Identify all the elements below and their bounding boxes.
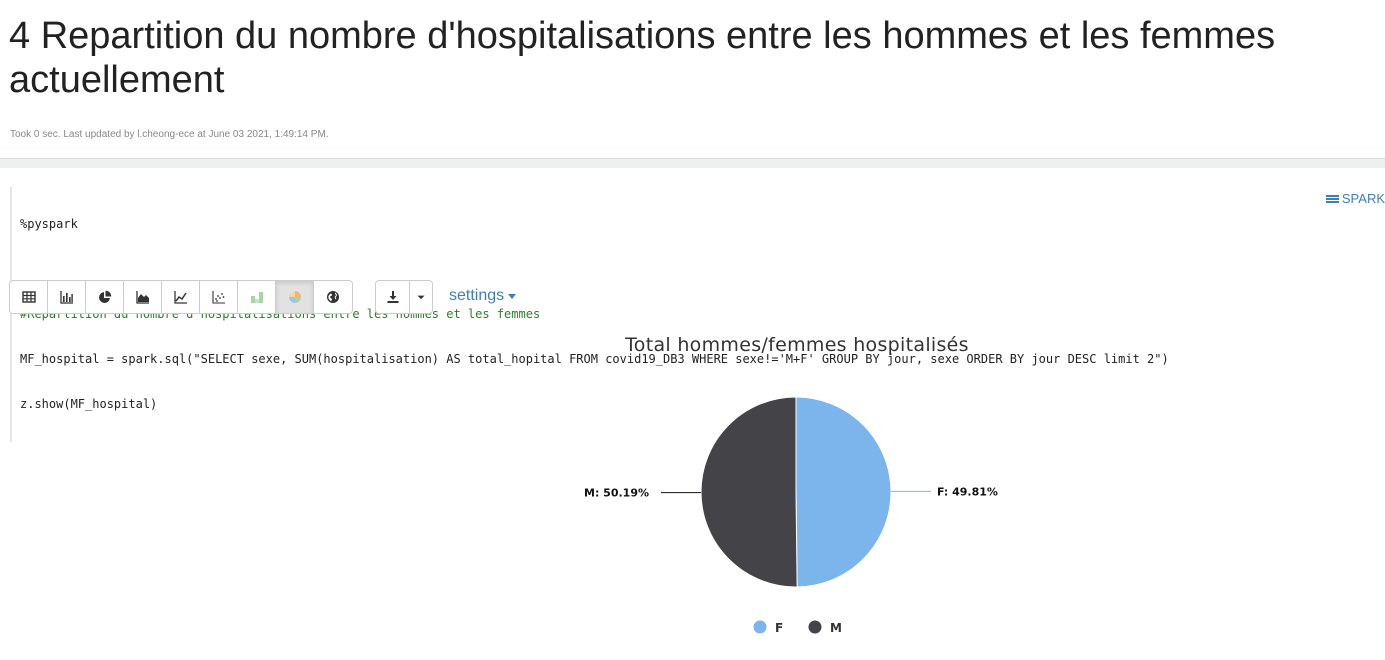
- legend-item-f[interactable]: F: [753, 620, 784, 636]
- area-chart-button[interactable]: [124, 281, 162, 313]
- download-button-group: [375, 280, 433, 314]
- stacked-chart-icon: [250, 292, 263, 303]
- bar-chart-icon: [59, 291, 73, 304]
- paragraph-title[interactable]: 4 Repartition du nombre d'hospitalisatio…: [9, 15, 1276, 101]
- interpreter-label[interactable]: SPARK: [1325, 191, 1385, 206]
- area-chart-icon: [135, 291, 149, 304]
- pie-chart: Total hommes/femmes hospitalisés F: 49.8…: [584, 334, 998, 636]
- download-options-dropdown[interactable]: [410, 281, 432, 313]
- legend-label-f: F: [775, 621, 783, 635]
- colored-pie-icon: [288, 291, 301, 303]
- code-line-interpreter: %pyspark: [20, 217, 78, 231]
- code-line-show: z.show(MF_hospital): [20, 397, 158, 411]
- code-line-blank: [20, 262, 1320, 277]
- legend-marker-f: [753, 620, 767, 634]
- stacked-chart-button[interactable]: [238, 281, 276, 313]
- interpreter-label-text: SPARK: [1341, 191, 1385, 206]
- pie-chart-button[interactable]: [86, 281, 124, 313]
- slice-label-f: F: 49.81%: [937, 485, 998, 498]
- map-chart-button[interactable]: [314, 281, 352, 313]
- table-icon: [21, 291, 36, 303]
- paragraph-separator: [0, 158, 1385, 168]
- scatter-chart-button[interactable]: [200, 281, 238, 313]
- line-chart-button[interactable]: [162, 281, 200, 313]
- caret-down-icon: [417, 295, 425, 300]
- settings-link[interactable]: settings: [449, 287, 517, 305]
- code-line-query: MF_hospital = spark.sql("SELECT sexe, SU…: [20, 352, 1169, 366]
- legend-marker-m: [808, 620, 822, 634]
- download-button[interactable]: [376, 281, 410, 313]
- pie-slice-f[interactable]: [795, 396, 892, 588]
- colored-pie-chart-button[interactable]: [276, 281, 314, 313]
- slice-label-m: M: 50.19%: [584, 487, 649, 500]
- pie-slice-m[interactable]: [700, 396, 798, 588]
- pie-chart-icon: [98, 290, 111, 303]
- line-chart-icon: [173, 291, 187, 304]
- legend-label-m: M: [830, 621, 842, 635]
- list-icon: [1325, 194, 1339, 204]
- settings-caret-icon: [508, 293, 517, 299]
- settings-label: settings: [449, 287, 505, 304]
- globe-icon: [327, 291, 339, 303]
- chart-title: Total hommes/femmes hospitalisés: [624, 334, 969, 356]
- legend-item-m[interactable]: M: [808, 620, 842, 636]
- last-updated-text: Took 0 sec. Last updated by l.cheong-ece…: [10, 129, 329, 140]
- bar-chart-button[interactable]: [48, 281, 86, 313]
- visualization-toolbar: [9, 280, 353, 314]
- scatter-chart-icon: [211, 291, 225, 304]
- table-view-button[interactable]: [10, 281, 48, 313]
- download-icon: [387, 291, 398, 303]
